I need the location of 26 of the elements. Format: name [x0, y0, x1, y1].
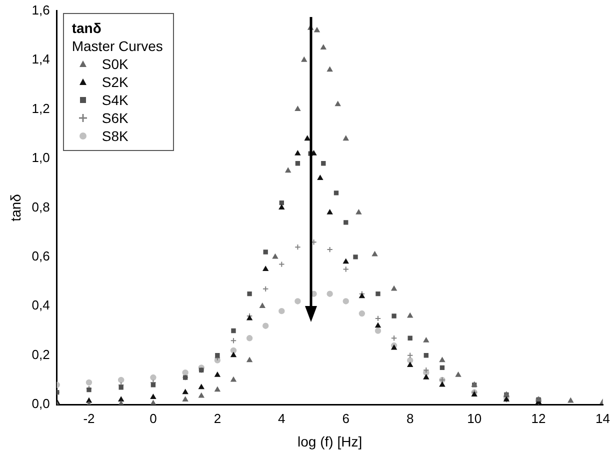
legend-label: S4K	[102, 90, 128, 109]
x-tick-label: 10	[467, 410, 482, 426]
x-tick-label: 14	[596, 410, 610, 426]
x-tick-label: 0	[150, 410, 157, 426]
x-tick-label: 2	[214, 410, 222, 426]
y-tick-label: 0,0	[32, 396, 50, 412]
legend-label: S2K	[102, 72, 128, 91]
x-tick-label: -2	[83, 410, 95, 426]
x-axis-title: log (f) [Hz]	[298, 433, 362, 450]
legend-label: S0K	[102, 54, 128, 73]
x-tick-label: 4	[278, 410, 286, 426]
y-axis-title: tanδ	[7, 194, 24, 222]
y-tick-label: 1,2	[32, 100, 50, 116]
x-tick-label: 12	[531, 410, 546, 426]
legend-label: S6K	[102, 108, 128, 127]
y-tick-label: 1,6	[32, 2, 50, 18]
y-tick-label: 0,2	[32, 346, 50, 362]
x-tick-label: 6	[342, 410, 350, 426]
y-tick-label: 1,4	[32, 52, 50, 67]
y-tick-label: 0,6	[32, 248, 50, 264]
y-tick-label: 0,4	[32, 298, 50, 313]
y-tick-label: 0,8	[32, 199, 50, 214]
y-tick-label: 1,0	[32, 150, 50, 166]
x-tick-label: 8	[406, 410, 414, 426]
legend-label: S8K	[102, 126, 128, 145]
legend-title: tanδ Master Curves	[72, 18, 163, 55]
